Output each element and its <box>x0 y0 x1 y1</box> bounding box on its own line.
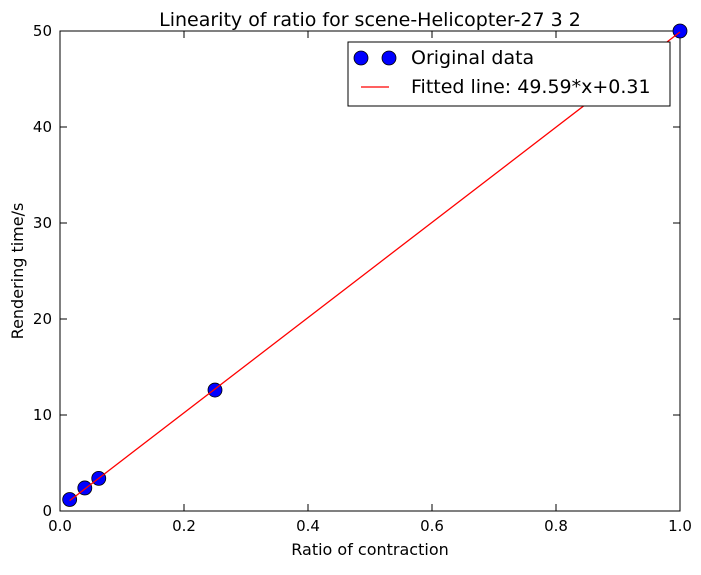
x-tick-label-3: 0.6 <box>420 517 444 535</box>
y-tick-label-3: 30 <box>33 214 52 232</box>
y-tick-label-0: 0 <box>42 502 52 520</box>
chart-title: Linearity of ratio for scene-Helicopter-… <box>159 9 581 31</box>
x-axis-label: Ratio of contraction <box>291 540 449 559</box>
y-tick-label-2: 20 <box>33 310 52 328</box>
axis-tick-labels: 0.0 0.2 0.4 0.6 0.8 1.0 0 10 20 30 40 50 <box>33 22 692 535</box>
y-tick-label-5: 50 <box>33 22 52 40</box>
legend-marker-original-data-2 <box>381 50 397 66</box>
legend: Original data Fitted line: 49.59*x+0.31 <box>347 41 671 107</box>
y-tick-label-1: 10 <box>33 406 52 424</box>
fitted-line-layer <box>69 31 681 502</box>
x-tick-label-1: 0.2 <box>172 517 196 535</box>
legend-box <box>347 41 671 107</box>
x-tick-label-4: 0.8 <box>544 517 568 535</box>
fitted-line <box>69 31 681 502</box>
data-point-0 <box>62 492 78 507</box>
legend-label-fitted-line: Fitted line: 49.59*x+0.31 <box>411 76 651 98</box>
x-tick-label-2: 0.4 <box>296 517 320 535</box>
x-tick-label-5: 1.0 <box>668 517 692 535</box>
y-tick-label-4: 40 <box>33 118 52 136</box>
legend-label-original-data: Original data <box>411 47 534 69</box>
legend-marker-original-data-1 <box>353 50 369 66</box>
y-axis-label: Rendering time/s <box>8 203 27 340</box>
x-tick-label-0: 0.0 <box>48 517 72 535</box>
